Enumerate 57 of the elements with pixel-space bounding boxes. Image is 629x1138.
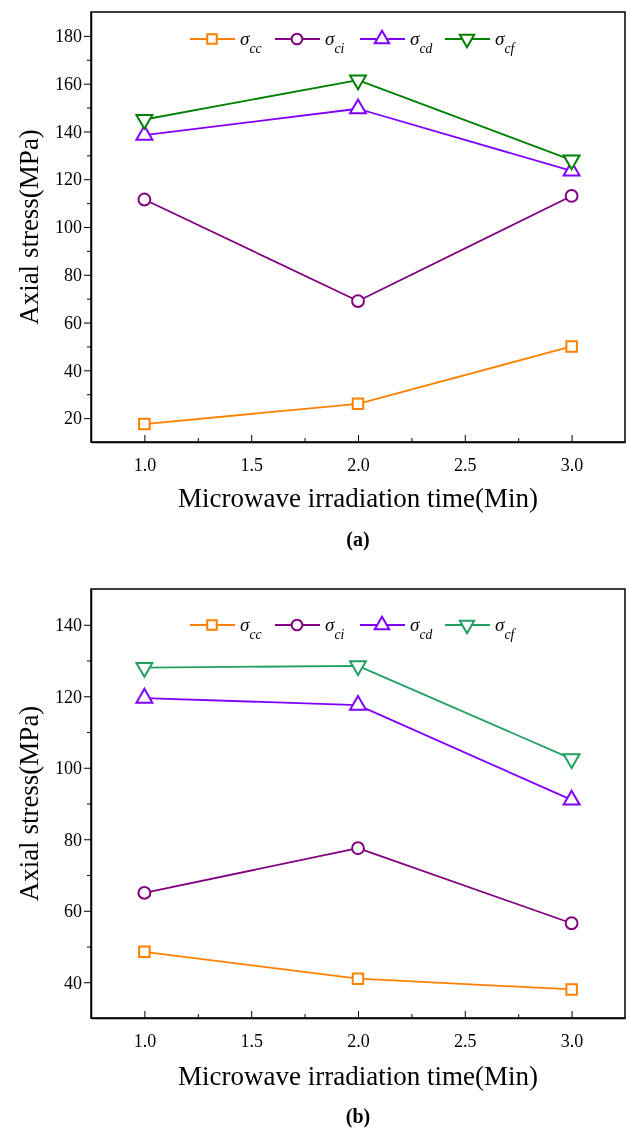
y-tick-label: 140 [55, 615, 82, 636]
y-tick-label: 60 [64, 901, 82, 922]
point [351, 397, 365, 411]
point [135, 662, 154, 678]
x-axis-title: Microwave irradiation time(Min) [178, 483, 538, 513]
legend-label: σ$_{cf}$ [495, 28, 517, 56]
y-tick-label: 100 [55, 758, 82, 779]
x-tick-label: 2.0 [347, 1030, 370, 1051]
point [349, 74, 367, 91]
y-axis-title: Axial stress(MPa) [14, 129, 44, 325]
legend-label: σ$_{cc}$ [240, 614, 262, 642]
legend-label: σ$_{cc}$ [240, 28, 262, 56]
x-tick-label: 2.0 [347, 454, 370, 475]
point [351, 972, 365, 985]
y-tick-label: 120 [55, 686, 82, 707]
x-tick-label: 1.0 [133, 454, 157, 475]
y-tick-label: 40 [64, 972, 82, 993]
y-tick-label: 40 [64, 360, 82, 381]
point [565, 983, 578, 996]
y-tick-label: 80 [64, 265, 82, 286]
text: (a) [346, 528, 370, 551]
y-tick-label: 180 [55, 26, 82, 47]
y-axis-title: Axial stress(MPa) [14, 705, 44, 902]
x-tick-label: 1.0 [133, 1030, 157, 1051]
y-tick-label: 100 [55, 217, 82, 238]
x-tick-label: 1.5 [240, 1030, 263, 1051]
point [349, 660, 367, 677]
point [562, 753, 581, 770]
y-tick-label: 140 [55, 121, 82, 142]
point [564, 916, 579, 931]
x-tick-label: 3.0 [560, 1030, 584, 1051]
y-tick-label: 120 [55, 169, 82, 190]
x-tick-label: 2.5 [454, 454, 477, 475]
point [138, 945, 151, 959]
x-tick-label: 2.5 [454, 1030, 477, 1051]
x-tick-label: 1.5 [240, 454, 263, 475]
y-tick-label: 60 [64, 312, 82, 333]
legend-label: σ$_{cf}$ [495, 614, 517, 642]
point [562, 154, 581, 171]
point [135, 113, 154, 130]
point [351, 841, 365, 856]
point [137, 885, 152, 900]
y-tick-label: 20 [64, 408, 82, 429]
x-axis-title: Microwave irradiation time(Min) [178, 1061, 538, 1091]
y-tick-label: 80 [64, 829, 82, 850]
x-tick-label: 3.0 [560, 454, 584, 475]
point [351, 294, 365, 308]
y-tick-label: 160 [55, 73, 82, 94]
point [565, 340, 578, 353]
legend-label: σ$_{ci}$ [325, 28, 345, 56]
point [137, 192, 152, 207]
legend-label: σ$_{cd}$ [410, 28, 433, 56]
point [138, 417, 151, 431]
point [564, 189, 579, 203]
text: (b) [345, 1105, 371, 1128]
legend-label: σ$_{ci}$ [325, 614, 345, 642]
legend-label: σ$_{cd}$ [410, 614, 433, 642]
